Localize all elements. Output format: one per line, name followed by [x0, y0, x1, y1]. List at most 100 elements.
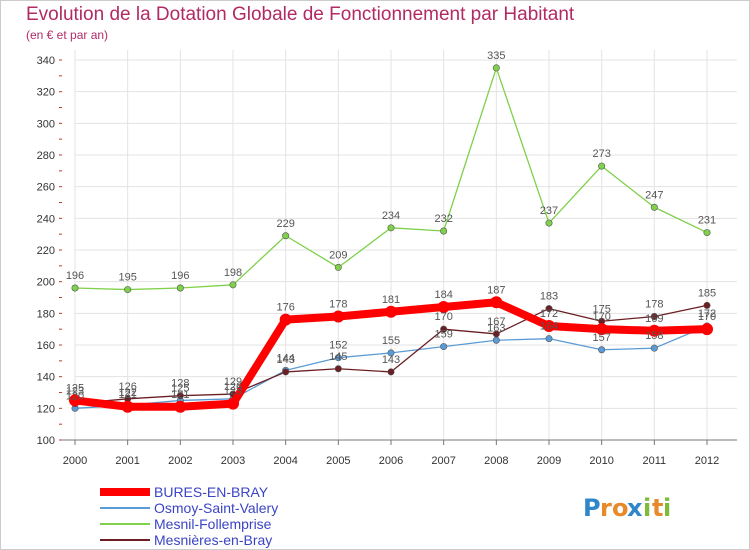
x-tick-label: 2007 [431, 455, 455, 467]
y-tick-label: 240 [37, 213, 55, 225]
data-label: 181 [382, 294, 400, 306]
data-label: 129 [224, 376, 242, 388]
y-tick-label: 200 [37, 277, 55, 289]
data-label: 172 [540, 308, 558, 320]
data-point [282, 368, 290, 376]
data-label: 163 [487, 322, 505, 334]
y-tick-label: 340 [37, 55, 55, 67]
data-label: 170 [592, 311, 610, 323]
data-point [334, 263, 342, 271]
y-tick-label: 180 [37, 308, 55, 320]
data-point [227, 397, 239, 410]
data-label: 185 [698, 287, 716, 299]
data-label: 159 [434, 329, 452, 341]
data-point [385, 305, 397, 318]
data-point [595, 323, 608, 336]
data-label: 178 [329, 299, 347, 311]
data-label: 122 [118, 387, 136, 399]
data-label: 195 [118, 272, 136, 284]
data-point [598, 162, 606, 170]
data-point [650, 312, 658, 320]
legend-label: Mesnières-en-Bray [154, 532, 272, 548]
data-label: 187 [487, 284, 505, 296]
logo-letter: r [600, 494, 612, 522]
x-tick-label: 2009 [537, 455, 561, 467]
data-label: 123 [224, 386, 242, 398]
data-label: 167 [487, 316, 505, 328]
data-label: 183 [540, 291, 558, 303]
data-label: 125 [66, 382, 84, 394]
data-point [490, 296, 503, 309]
y-tick-label: 120 [37, 403, 55, 415]
data-label: 121 [118, 389, 136, 401]
data-label: 164 [540, 321, 558, 333]
x-tick-label: 2001 [115, 455, 139, 467]
y-tick-label: 160 [37, 340, 55, 352]
logo-letter: x [627, 494, 643, 522]
y-tick-label: 140 [37, 372, 55, 384]
data-point [334, 365, 342, 373]
x-tick-label: 2003 [221, 455, 245, 467]
data-label: 121 [171, 389, 189, 401]
data-point [703, 301, 711, 309]
y-tick-label: 100 [37, 435, 55, 447]
data-point [437, 301, 450, 313]
data-label: 178 [645, 299, 663, 311]
x-tick-label: 2006 [379, 455, 403, 467]
data-point [69, 394, 81, 407]
data-label: 175 [592, 303, 610, 315]
x-tick-label: 2000 [63, 455, 87, 467]
data-point [492, 330, 500, 338]
data-label: 247 [645, 189, 663, 201]
data-label: 273 [592, 148, 610, 160]
data-label: 143 [276, 354, 294, 366]
chart-title: Evolution de la Dotation Globale de Fonc… [26, 4, 575, 25]
data-label: 143 [382, 354, 400, 366]
data-label: 170 [698, 311, 716, 323]
data-point [71, 284, 79, 292]
y-tick-label: 220 [37, 245, 55, 257]
data-label: 155 [382, 335, 400, 347]
data-label: 170 [434, 311, 452, 323]
data-label: 125 [171, 382, 189, 394]
data-point [332, 310, 345, 323]
x-tick-label: 2011 [643, 455, 667, 467]
data-label: 169 [645, 313, 663, 325]
data-point [650, 344, 658, 352]
logo-letter: i [663, 494, 671, 522]
data-point [543, 320, 555, 332]
x-tick-label: 2005 [326, 455, 350, 467]
data-label: 237 [540, 205, 558, 217]
data-point [121, 400, 134, 413]
data-point [648, 324, 661, 337]
data-point [124, 286, 132, 294]
data-label: 120 [66, 390, 84, 402]
data-point [282, 232, 290, 240]
data-point [598, 346, 606, 354]
data-point [440, 343, 448, 351]
data-label: 172 [698, 308, 716, 320]
data-label: 335 [487, 50, 505, 62]
data-label: 209 [329, 249, 347, 261]
logo-letter: i [643, 494, 651, 522]
data-label: 234 [382, 210, 400, 222]
data-point [440, 325, 448, 333]
data-point [387, 224, 395, 232]
data-label: 176 [276, 302, 294, 314]
data-label: 196 [171, 270, 189, 282]
x-tick-label: 2010 [589, 455, 613, 467]
logo-letter: t [652, 494, 663, 522]
logo-letter: o [612, 494, 629, 522]
data-point [650, 203, 658, 211]
data-point [545, 305, 553, 313]
x-tick-label: 2012 [695, 455, 719, 467]
data-point [176, 392, 184, 400]
data-point [492, 64, 500, 72]
y-tick-label: 260 [37, 182, 55, 194]
y-tick-label: 300 [37, 118, 55, 130]
chart-subtitle: (en € et par an) [26, 28, 109, 42]
data-label: 126 [224, 381, 242, 393]
x-tick-label: 2004 [273, 455, 297, 467]
